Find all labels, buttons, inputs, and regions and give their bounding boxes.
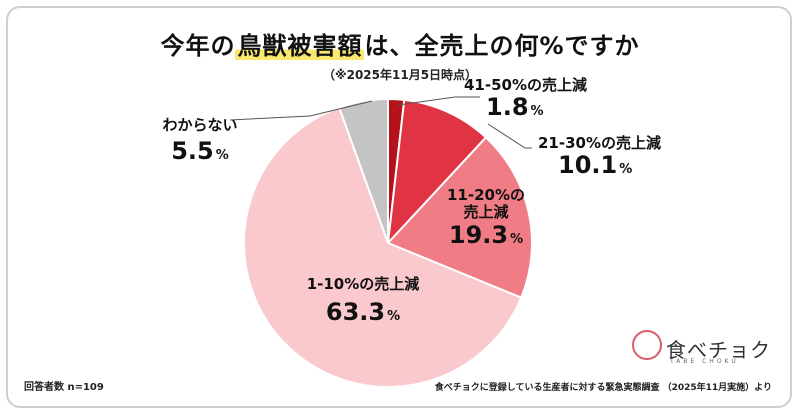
leader-line-unknown [229,100,373,121]
label-11-20: 11-20%の 売上減 19.3% [426,186,546,249]
label-unknown: わからない 5.5% [150,116,250,166]
slice-label-unknown: わからない [162,116,238,134]
respondent-count: 回答者数 n=109 [24,382,104,393]
brand-logo: 食べチョク TABE CHOKU [632,330,782,366]
slice-label-11-20-a: 11-20%の [446,186,525,204]
slice-value-41-50: 1.8 [486,93,529,122]
pie-slice-3 [243,106,523,388]
leader-line-41-50 [397,96,480,106]
slice-value-unknown: 5.5 [171,137,214,166]
slice-label-11-20-b: 売上減 [463,203,509,222]
slice-value-1-10: 63.3 [325,298,386,327]
label-1-10: 1-10%の売上減 63.3% [288,275,438,327]
slice-label-41-50: 41-50%の売上減 [464,76,588,94]
title-highlight: 鳥獣被害額 [235,32,365,60]
source-note: 食べチョクに登録している生産者に対する緊急実態調査 （2025年11月実施）より [434,383,772,393]
label-21-30: 21-30%の売上減 10.1% [538,134,662,180]
slice-label-21-30: 21-30%の売上減 [538,134,662,152]
leader-line-21-30 [487,123,532,149]
pie-slice-1 [386,98,488,246]
slice-value-11-20: 19.3 [448,220,509,249]
chart-title: 今年の鳥獣被害額は、全売上の何%ですか [160,32,640,60]
label-41-50: 41-50%の売上減 1.8% [464,76,588,122]
date-note: （※2025年11月5日時点） [322,68,478,82]
logo-subtitle: TABE CHOKU [670,358,739,365]
slice-value-21-30: 10.1 [558,151,618,180]
slice-label-1-10: 1-10%の売上減 [306,275,420,293]
tabechoku-logo-icon [632,330,662,360]
logo-brand-name: 食べチョク [666,338,771,362]
pie-slice-4 [337,97,389,244]
